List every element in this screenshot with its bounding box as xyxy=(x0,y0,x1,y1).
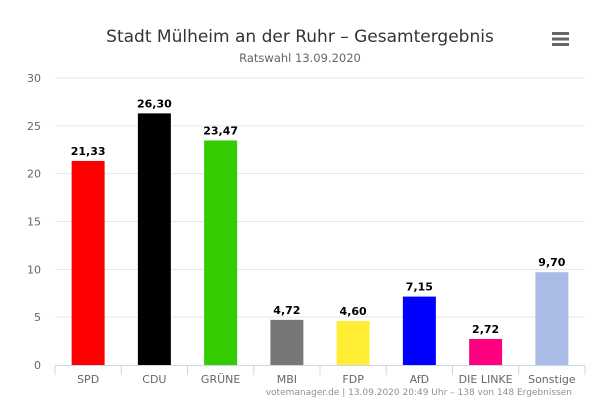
bar-grüne xyxy=(204,140,238,365)
bar-cdu xyxy=(137,113,171,365)
x-tick-label: GRÜNE xyxy=(201,373,240,386)
hamburger-menu-icon[interactable] xyxy=(548,28,572,50)
bar-fdp xyxy=(336,320,370,365)
x-tick-label: Sonstige xyxy=(528,373,576,386)
chart-title: Stadt Mülheim an der Ruhr – Gesamtergebn… xyxy=(106,27,494,47)
bar-sonstige xyxy=(535,272,569,365)
data-label: 2,72 xyxy=(472,323,499,336)
y-tick-label: 10 xyxy=(27,263,41,276)
x-tick-label: CDU xyxy=(142,373,166,386)
x-tick-label: MBI xyxy=(277,373,297,386)
y-tick-label: 0 xyxy=(34,359,41,372)
data-label: 4,60 xyxy=(340,305,367,318)
chart-subtitle: Ratswahl 13.09.2020 xyxy=(239,51,361,65)
x-tick-label: DIE LINKE xyxy=(459,373,513,386)
data-label: 9,70 xyxy=(538,256,565,269)
data-label: 26,30 xyxy=(137,97,172,110)
data-label: 7,15 xyxy=(406,281,433,294)
y-tick-label: 20 xyxy=(27,168,41,181)
y-tick-label: 25 xyxy=(27,120,41,133)
data-label: 23,47 xyxy=(203,124,238,137)
y-tick-label: 5 xyxy=(34,311,41,324)
x-tick-label: SPD xyxy=(77,373,99,386)
y-tick-label: 15 xyxy=(27,216,41,229)
bar-spd xyxy=(71,160,105,365)
x-tick-label: FDP xyxy=(342,373,364,386)
x-tick-label: AfD xyxy=(410,373,429,386)
data-label: 4,72 xyxy=(273,304,300,317)
y-tick-label: 30 xyxy=(27,72,41,85)
bar-mbi xyxy=(270,319,304,365)
data-label: 21,33 xyxy=(71,145,106,158)
credits-text[interactable]: votemanager.de | 13.09.2020 20:49 Uhr – … xyxy=(266,388,572,398)
bar-afd xyxy=(402,296,436,365)
bar-die-linke xyxy=(469,338,503,365)
